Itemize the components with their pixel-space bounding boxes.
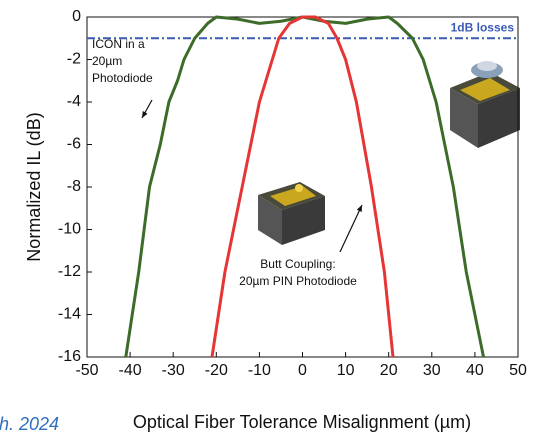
x-tick-label: 10 [337,362,355,379]
y-tick-label: -2 [67,51,81,68]
series-line [210,15,395,358]
x-tick-label: 40 [466,362,484,379]
annotation: 20µm [92,54,122,68]
arrow-head [142,111,148,118]
x-tick-label: -10 [248,362,271,379]
y-tick-label: -8 [67,178,81,195]
x-tick-label: 30 [423,362,441,379]
arrow-head [356,205,362,212]
y-tick-label: 0 [72,8,81,25]
butt-coupling-chip [258,182,325,245]
y-tick-label: -4 [67,93,81,110]
x-tick-label: -50 [75,362,98,379]
x-tick-label: -20 [205,362,228,379]
y-tick-label: -16 [58,348,81,365]
y-axis-label: Normalized IL (dB) [24,112,44,261]
y-tick-label: -12 [58,263,81,280]
annotation: Butt Coupling: [260,257,335,271]
annotation: 20µm PIN Photodiode [239,274,357,288]
y-tick-label: -6 [67,136,81,153]
icon-chip [450,61,520,148]
series-line [124,15,485,358]
y-tick-label: -14 [58,306,81,323]
x-tick-label: 20 [380,362,398,379]
annotation: ICON in a [92,37,145,51]
x-tick-label: 0 [298,362,307,379]
footnote: th. 2024 [0,414,59,434]
x-tick-label: -30 [162,362,185,379]
x-tick-label: 50 [509,362,527,379]
annotation: Photodiode [92,71,153,85]
reference-label: 1dB losses [451,20,515,34]
x-tick-label: -40 [119,362,142,379]
annotation-arrow [339,204,363,253]
x-axis-label: Optical Fiber Tolerance Misalignment (µm… [133,412,471,432]
y-tick-label: -10 [58,221,81,238]
